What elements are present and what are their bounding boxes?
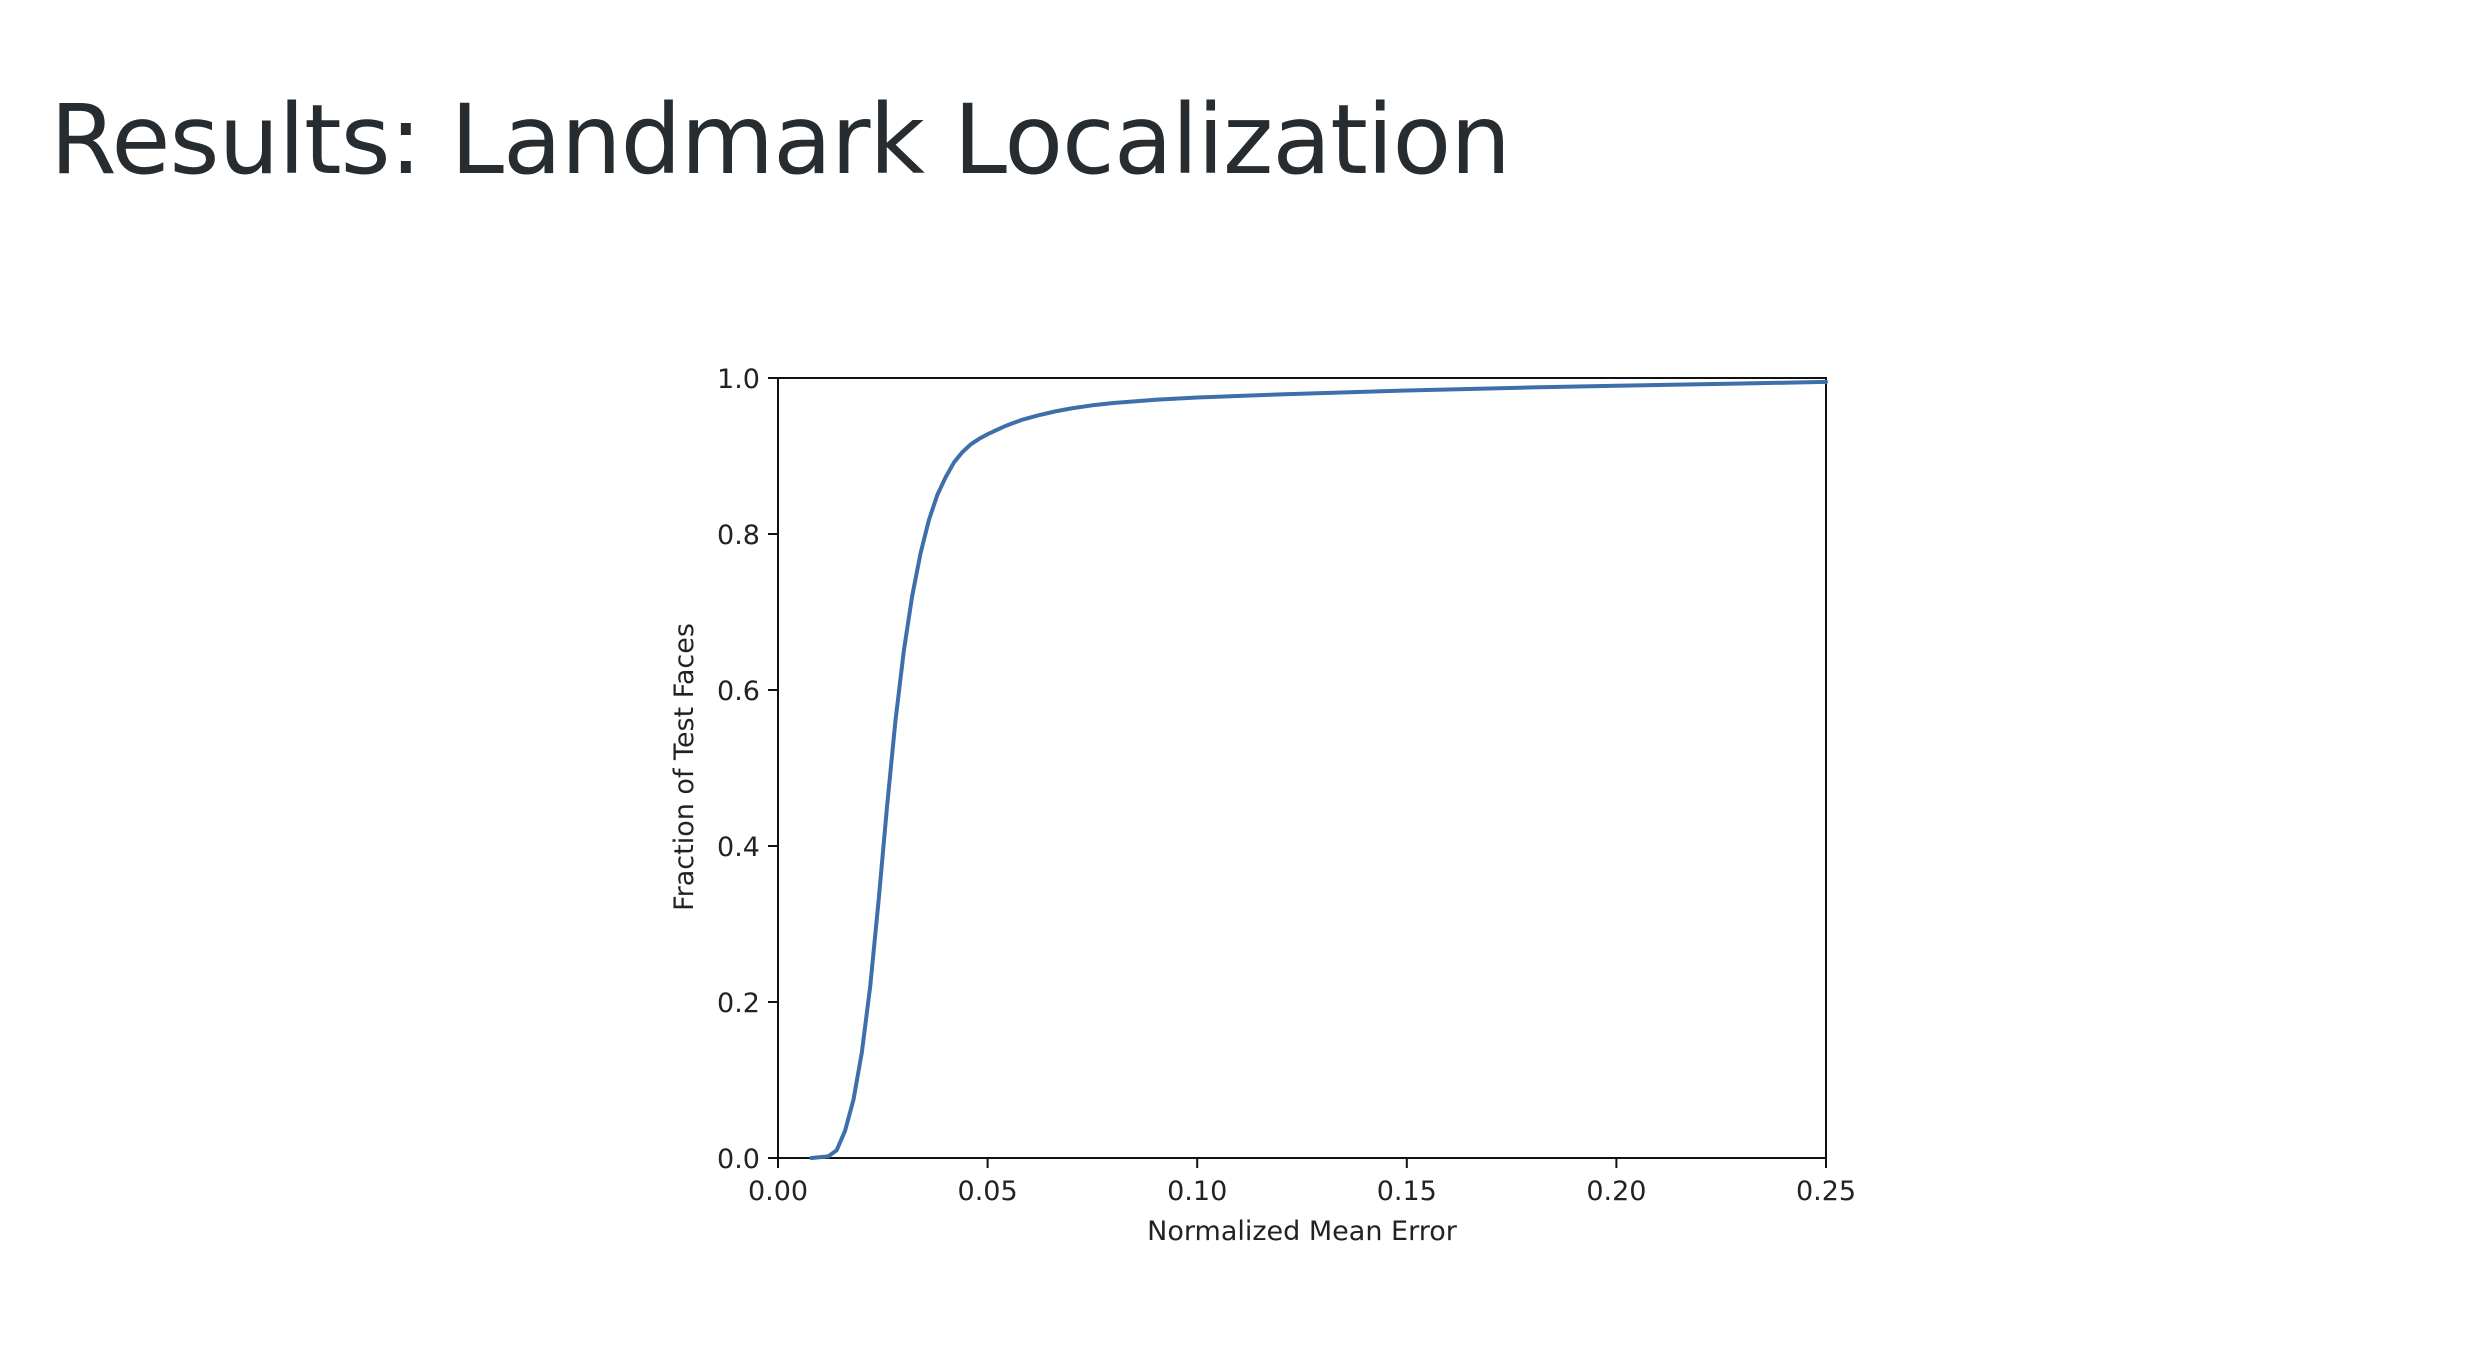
x-tick-label: 0.25 bbox=[1796, 1176, 1856, 1207]
y-tick-label: 0.0 bbox=[717, 1144, 760, 1175]
plot-frame bbox=[777, 377, 1827, 1159]
x-tick-label: 0.10 bbox=[1167, 1176, 1227, 1207]
y-axis-label: Fraction of Test Faces bbox=[669, 623, 700, 911]
y-tick-label: 1.0 bbox=[717, 364, 760, 395]
x-tick-label: 0.00 bbox=[748, 1176, 808, 1207]
x-tick-label: 0.20 bbox=[1586, 1176, 1646, 1207]
x-tick-label: 0.15 bbox=[1377, 1176, 1437, 1207]
x-tick-label: 0.05 bbox=[958, 1176, 1018, 1207]
y-tick-label: 0.4 bbox=[717, 832, 760, 863]
slide-title: Results: Landmark Localization bbox=[50, 84, 1511, 196]
x-axis-label: Normalized Mean Error bbox=[1147, 1216, 1458, 1247]
series-line bbox=[809, 379, 1828, 1160]
y-tick-label: 0.2 bbox=[717, 988, 760, 1019]
y-tick-label: 0.6 bbox=[717, 676, 760, 707]
y-tick-label: 0.8 bbox=[717, 520, 760, 551]
